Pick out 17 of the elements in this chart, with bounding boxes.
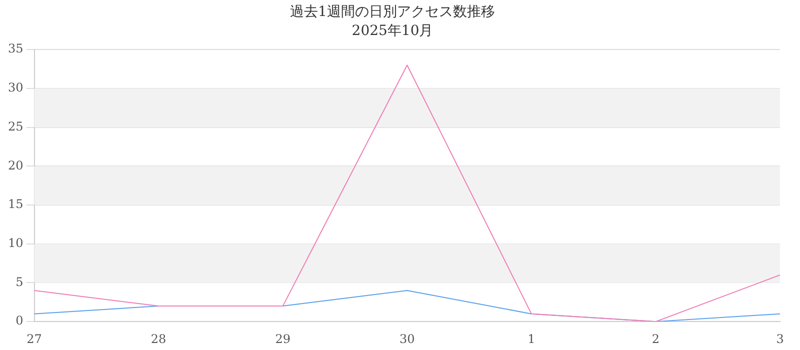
- x-tick-label: 28: [150, 332, 166, 346]
- y-tick-label: 20: [8, 158, 24, 172]
- y-tick-label: 25: [8, 119, 24, 134]
- y-tick-label: 30: [8, 80, 24, 95]
- chart-title: 過去1週間の日別アクセス数推移: [290, 4, 495, 20]
- y-tick-label: 0: [16, 314, 24, 328]
- x-tick-label: 30: [399, 332, 415, 346]
- y-tick-label: 35: [8, 42, 24, 56]
- y-tick-label: 5: [16, 274, 24, 289]
- y-tick-label: 10: [8, 236, 24, 250]
- x-tick-label: 2: [652, 332, 660, 346]
- x-tick-label: 29: [275, 332, 290, 346]
- x-tick-label: 1: [528, 332, 536, 346]
- chart-subtitle: 2025年10月: [352, 22, 434, 39]
- x-tick-label: 3: [776, 332, 784, 346]
- y-tick-label: 15: [8, 197, 24, 212]
- x-tick-label: 27: [26, 332, 42, 346]
